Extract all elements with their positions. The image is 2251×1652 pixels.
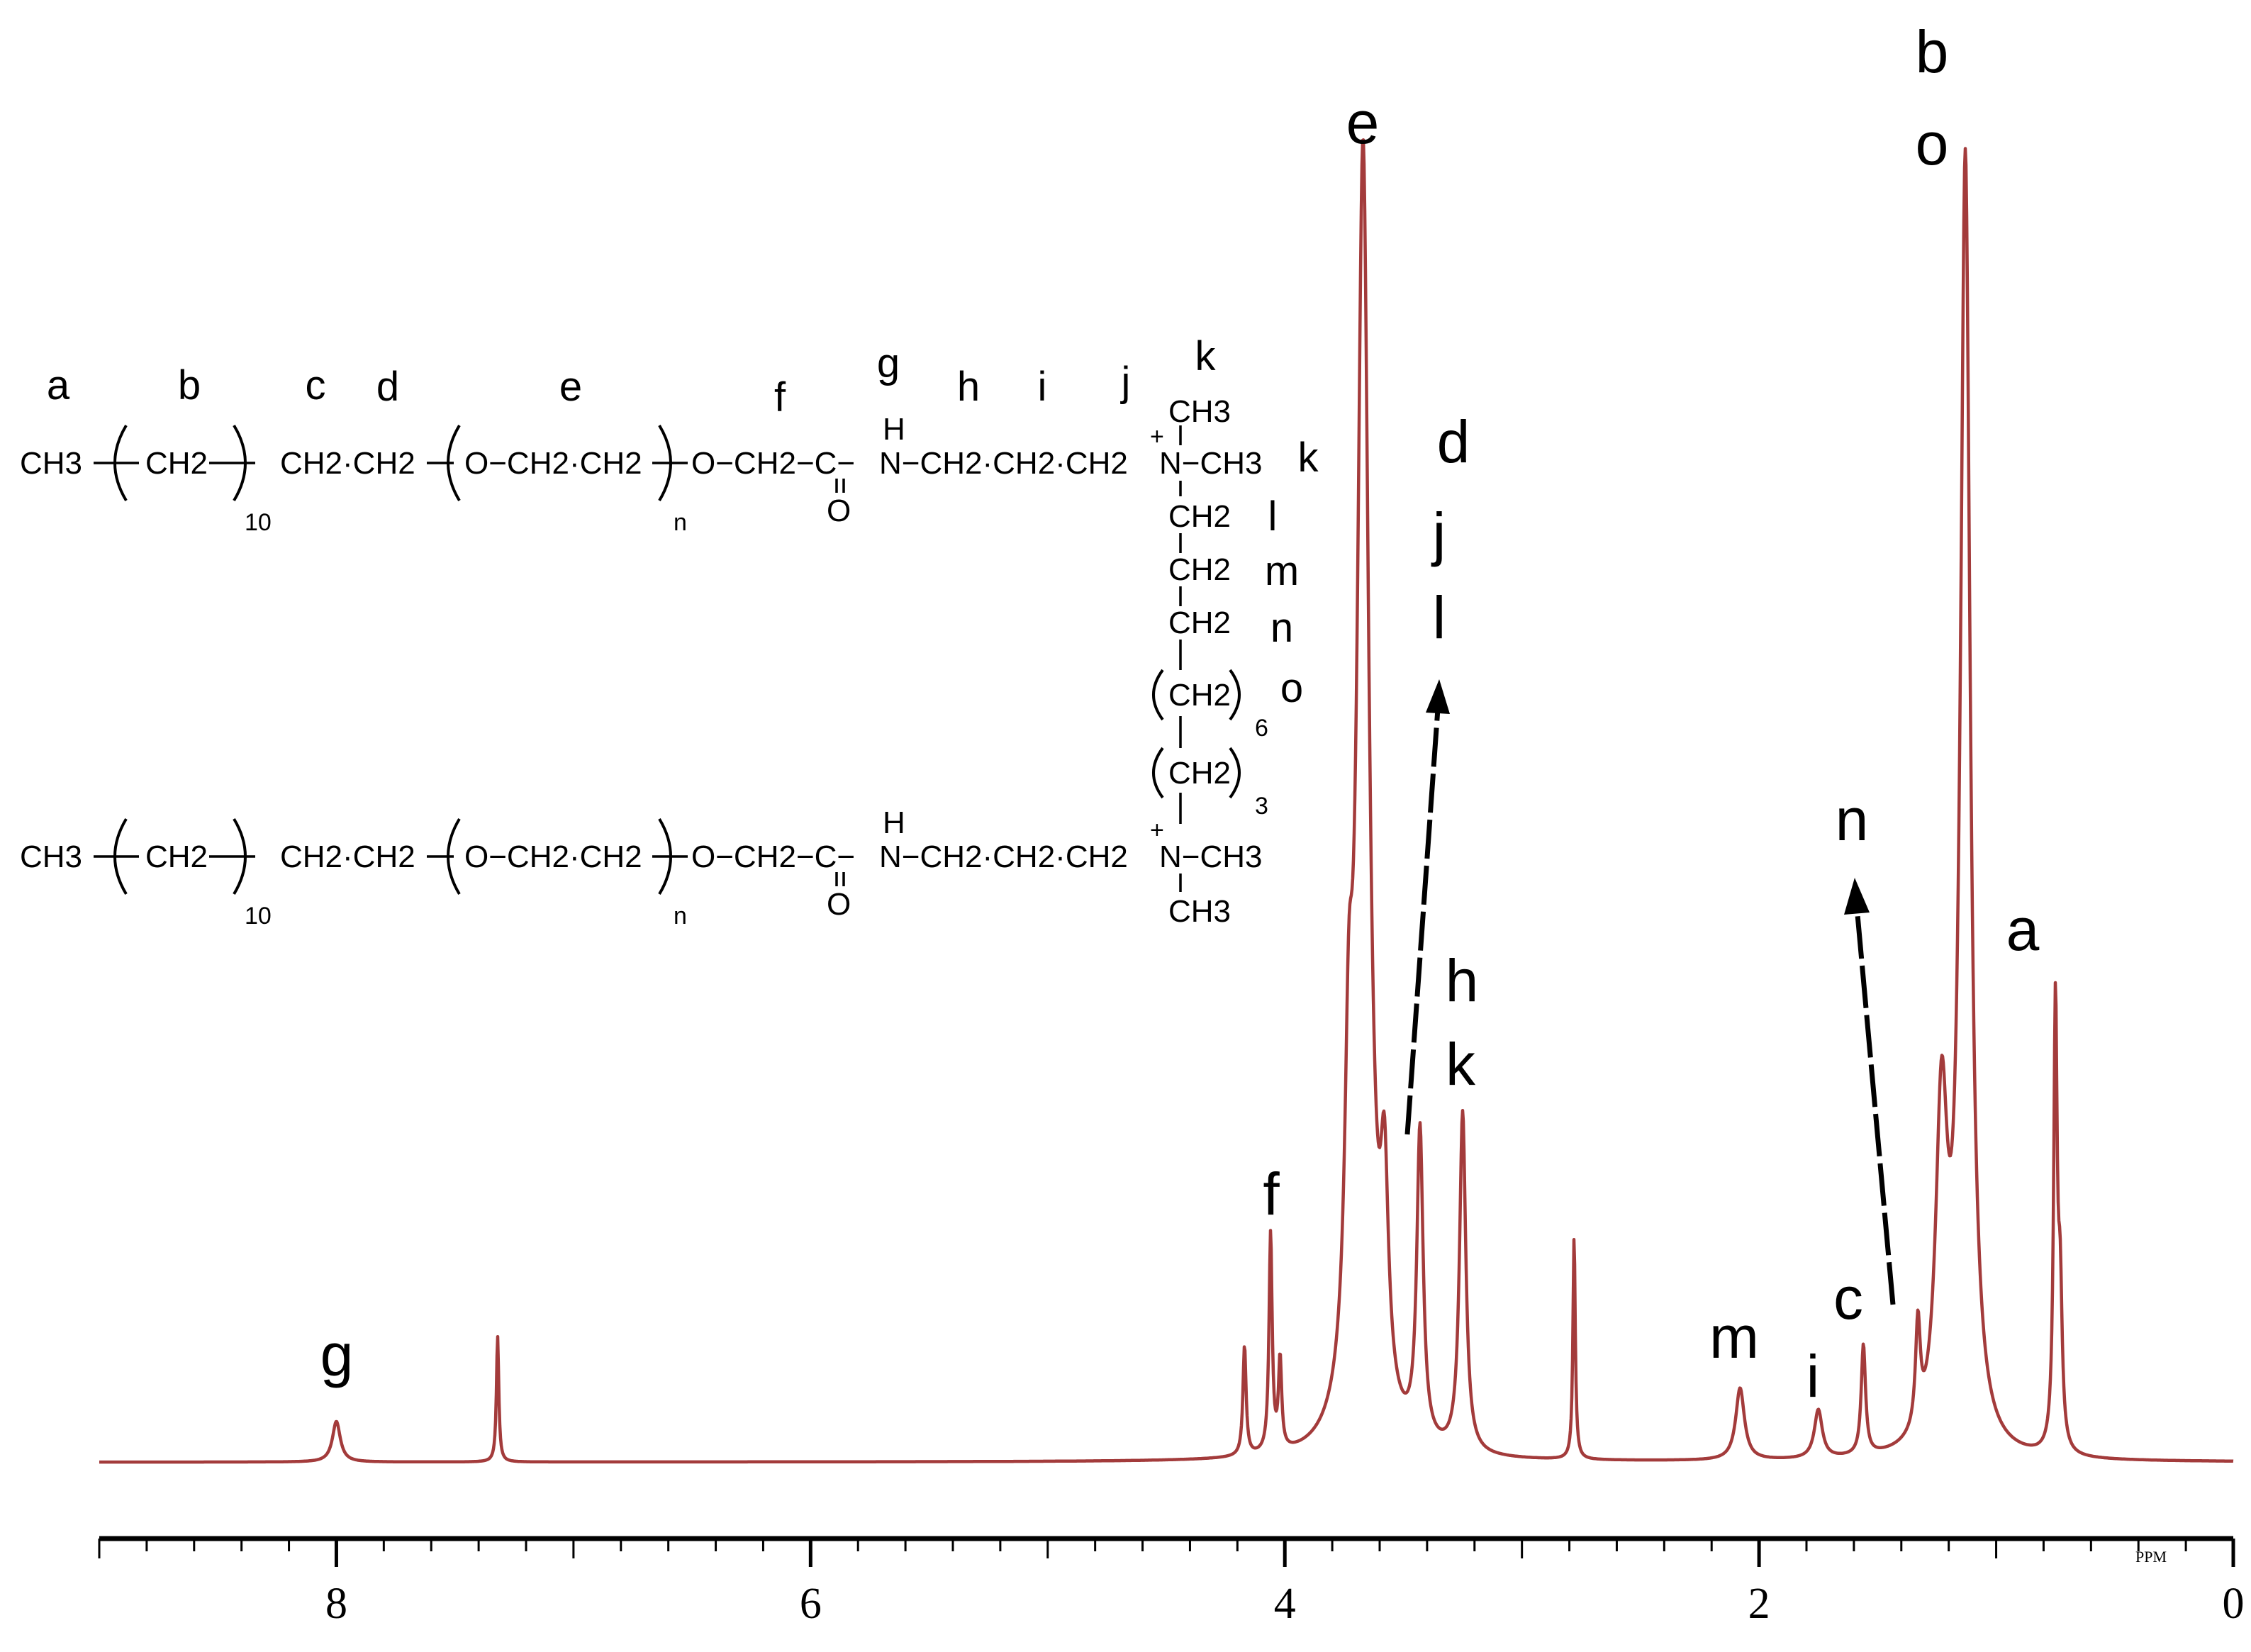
r2-ch2: CH2 xyxy=(145,839,208,874)
peak-label-o: o xyxy=(1916,111,1949,177)
sp-ch2-l: CH2 xyxy=(1168,499,1231,534)
peak-label-b: b xyxy=(1916,18,1949,85)
struct-label-a: a xyxy=(47,362,70,408)
r1-o-ch2ch2: O−CH2·CH2 xyxy=(464,446,642,481)
peak-label-d: d xyxy=(1437,408,1470,475)
sp-ch2-o6: CH2 xyxy=(1168,678,1231,713)
struct-label-j: j xyxy=(1120,359,1131,405)
peak-annotations: g f e d j l h k m i c n b o a xyxy=(320,18,2040,1410)
peak-label-n: n xyxy=(1836,786,1869,853)
sp-ch2-n: CH2 xyxy=(1168,605,1231,640)
r2-o-ch2ch2: O−CH2·CH2 xyxy=(464,839,642,874)
r1-n-chain: N−CH2·CH2·CH2 xyxy=(879,446,1128,481)
r1-sub-n: n xyxy=(674,509,687,536)
chemical-structure: a b c d e f g h i j k k l m n o CH3 CH2 … xyxy=(20,333,1319,930)
x-tick-label: 8 xyxy=(325,1580,347,1628)
sp-sub-6: 6 xyxy=(1255,715,1268,742)
r1-amide-h: H xyxy=(883,412,905,447)
peak-label-g: g xyxy=(320,1322,354,1388)
structure-spacer: CH2 CH2 CH2 CH2 6 CH2 3 xyxy=(1152,499,1268,824)
peak-label-k: k xyxy=(1446,1031,1476,1098)
r2-amide-h: H xyxy=(883,805,905,840)
x-tick-label: 4 xyxy=(1274,1580,1296,1628)
peak-label-h: h xyxy=(1446,947,1479,1014)
r1-o-ch2-c: O−CH2−C− xyxy=(691,446,855,481)
peak-label-a: a xyxy=(2006,896,2040,963)
x-tick-label: 2 xyxy=(1748,1580,1770,1628)
r1-plus: + xyxy=(1150,423,1164,450)
r1-n-quat: N−CH3 xyxy=(1159,446,1263,481)
r2-ch3-bottom: CH3 xyxy=(1168,894,1231,929)
struct-label-f: f xyxy=(774,374,786,420)
r2-carbonyl-o: O xyxy=(827,887,851,922)
r2-sub-10: 10 xyxy=(245,903,272,930)
r1-ch3: CH3 xyxy=(20,446,82,481)
struct-label-m: m xyxy=(1265,548,1299,594)
x-tick-label: 0 xyxy=(2223,1580,2245,1628)
peak-label-l: l xyxy=(1433,584,1446,651)
struct-label-i: i xyxy=(1038,364,1047,410)
r2-ch3: CH3 xyxy=(20,839,82,874)
struct-label-n: n xyxy=(1270,605,1293,651)
r2-o-ch2-c: O−CH2−C− xyxy=(691,839,855,874)
r2-ch2ch2: CH2·CH2 xyxy=(280,839,415,874)
struct-label-k-top: k xyxy=(1195,333,1217,379)
r1-carbonyl-o: O xyxy=(827,493,851,528)
sp-ch2-o3: CH2 xyxy=(1168,756,1231,791)
struct-label-o: o xyxy=(1280,665,1303,711)
r2-plus: + xyxy=(1150,817,1164,844)
arrow-djl xyxy=(1404,679,1450,1135)
struct-label-g: g xyxy=(877,340,900,386)
structure-row-1: CH3 CH2 10 CH2·CH2 O−CH2·CH2 n O−CH2−C− … xyxy=(20,394,1263,536)
x-axis-unit-label: PPM xyxy=(2135,1548,2167,1566)
structure-row-2: CH3 CH2 10 CH2·CH2 O−CH2·CH2 n O−CH2−C− … xyxy=(20,805,1263,930)
r1-ch3-top: CH3 xyxy=(1168,394,1231,429)
x-tick-label: 6 xyxy=(800,1580,822,1628)
peak-label-e: e xyxy=(1346,89,1380,156)
struct-label-e: e xyxy=(559,364,582,410)
peak-label-i: i xyxy=(1806,1343,1820,1410)
r2-n-chain: N−CH2·CH2·CH2 xyxy=(879,839,1128,874)
struct-label-k-right: k xyxy=(1298,435,1319,481)
peak-label-j: j xyxy=(1431,501,1446,567)
struct-label-d: d xyxy=(376,364,399,410)
spectrum-trace xyxy=(98,138,2235,1464)
r1-ch2: CH2 xyxy=(145,446,208,481)
r2-sub-n: n xyxy=(674,903,687,930)
sp-sub-3: 3 xyxy=(1255,793,1268,820)
sp-ch2-m: CH2 xyxy=(1168,552,1231,587)
struct-label-l: l xyxy=(1268,493,1278,540)
r1-sub-10: 10 xyxy=(245,509,272,536)
peak-label-m: m xyxy=(1709,1304,1759,1371)
arrow-n xyxy=(1844,878,1896,1305)
x-axis-ticks: 8 6 4 2 0 xyxy=(98,1539,2245,1628)
r1-ch2ch2: CH2·CH2 xyxy=(280,446,415,481)
peak-label-f: f xyxy=(1263,1161,1280,1227)
struct-label-b: b xyxy=(178,362,201,408)
struct-label-h: h xyxy=(957,364,980,410)
struct-label-c: c xyxy=(306,362,326,408)
x-axis: 8 6 4 2 0 PPM xyxy=(98,1536,2245,1628)
r2-n-quat: N−CH3 xyxy=(1159,839,1263,874)
peak-label-c: c xyxy=(1833,1265,1863,1332)
